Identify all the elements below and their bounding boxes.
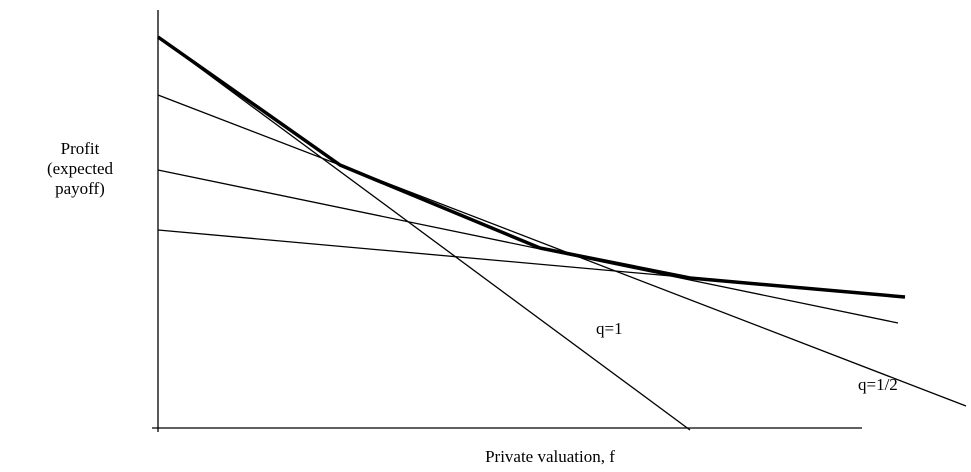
line-q-half	[157, 94, 967, 407]
line-q1	[157, 36, 691, 431]
line-label: q=1	[596, 319, 623, 338]
envelope	[156, 35, 906, 299]
line-3	[157, 169, 899, 324]
x-axis-label: Private valuation, f	[485, 447, 615, 466]
y-axis-label: payoff)	[55, 179, 105, 198]
y-axis-label: Profit	[61, 139, 100, 158]
line-label: q=1/2	[858, 375, 898, 394]
y-axis-label: (expected	[47, 159, 114, 178]
